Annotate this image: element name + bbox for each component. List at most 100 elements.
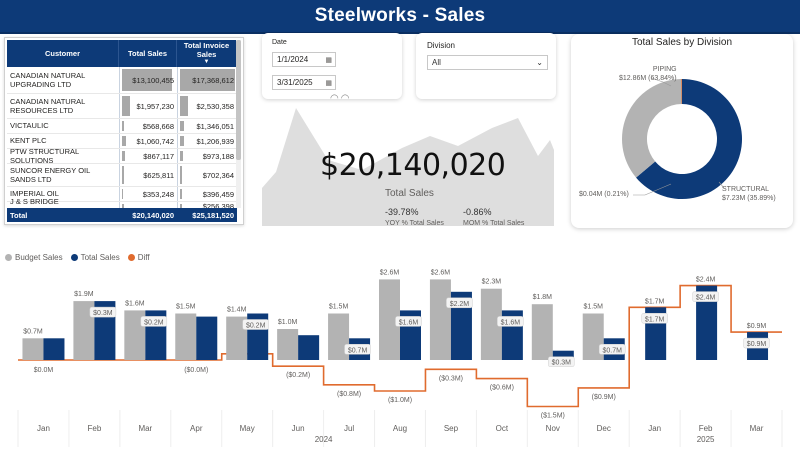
- date-range-slider-handles[interactable]: ◠◠: [330, 93, 352, 104]
- calendar-icon[interactable]: ▦: [325, 79, 332, 87]
- donut-leader-line: [633, 183, 672, 196]
- cell-total-sales: $867,117: [119, 149, 177, 163]
- x-tick-label: Feb: [88, 424, 102, 433]
- kpi-total-sales-value: $20,140,020: [320, 148, 506, 183]
- legend-item-total[interactable]: Total Sales: [70, 253, 120, 262]
- column-header-customer[interactable]: Customer: [7, 40, 119, 67]
- total-data-label: $1.7M: [645, 316, 665, 323]
- cell-total-invoice-sales-bar: [180, 189, 182, 199]
- calendar-icon[interactable]: ▦: [325, 56, 332, 64]
- total-data-label-box: [395, 316, 422, 327]
- cell-total-sales-bar: [122, 69, 172, 91]
- dashboard-title: Steelworks - Sales: [314, 5, 486, 26]
- total-data-label: $0.2M: [246, 323, 266, 330]
- total-data-label-box: [548, 356, 575, 367]
- legend-dot-budget: [5, 254, 12, 261]
- budget-bar[interactable]: [379, 279, 400, 360]
- total-data-label-box: [497, 316, 524, 327]
- donut-label-structural: STRUCTURAL $7.23M (35.89%): [722, 186, 776, 204]
- cell-customer: PTW STRUCTURAL SOLUTIONS: [10, 146, 79, 165]
- total-bar[interactable]: [552, 350, 574, 360]
- donut-slice-other[interactable]: [681, 79, 682, 105]
- budget-bar[interactable]: [531, 304, 553, 360]
- cell-total-sales-bar: [122, 189, 124, 199]
- cell-total-invoice-sales: $973,188: [177, 149, 237, 163]
- budget-bar[interactable]: [480, 288, 502, 360]
- cell-customer: CANADIAN NATURAL UPGRADING LTD: [10, 70, 86, 89]
- cell-total-invoice-sales: $17,368,612: [177, 67, 237, 93]
- x-tick-label: Jun: [292, 424, 305, 433]
- budget-bar[interactable]: [22, 338, 44, 360]
- donut-slice-piping[interactable]: [636, 79, 742, 199]
- diff-data-label: ($0.8M): [337, 391, 361, 398]
- column-header-total-invoice-sales[interactable]: Total Invoice Sales ▼: [177, 40, 237, 67]
- budget-data-label: $1.9M: [74, 291, 94, 298]
- table-scrollbar-thumb[interactable]: [236, 40, 241, 160]
- budget-bar[interactable]: [429, 279, 451, 360]
- table-row[interactable]: CANADIAN NATURAL RESOURCES LTD $1,957,230…: [7, 94, 237, 119]
- cell-total-sales: $13,100,455: [119, 67, 177, 93]
- total-label: Total: [10, 210, 28, 220]
- cell-total-invoice-sales: $396,459: [177, 187, 237, 201]
- legend-dot-total: [70, 254, 78, 261]
- total-bar[interactable]: [196, 316, 218, 360]
- date-filter-label: Date: [272, 39, 287, 46]
- legend-item-diff[interactable]: Diff: [127, 253, 150, 262]
- donut-slice-structural[interactable]: [622, 79, 682, 178]
- donut-leader-line: [718, 181, 725, 189]
- budget-bar[interactable]: [73, 301, 95, 360]
- table-row[interactable]: VICTAULIC $568,668 $1,346,051: [7, 119, 237, 134]
- legend-item-budget[interactable]: Budget Sales: [5, 253, 63, 262]
- table-scrollbar[interactable]: [236, 40, 241, 208]
- cell-total-invoice-sales-value: $17,368,612: [192, 75, 234, 85]
- total-bar[interactable]: [450, 291, 472, 360]
- customer-sales-table[interactable]: Customer Total Sales Total Invoice Sales…: [4, 37, 244, 225]
- division-dropdown[interactable]: All ⌄: [427, 55, 548, 70]
- budget-data-label: $2.6M: [380, 269, 400, 276]
- combo-chart-legend: Budget Sales Total Sales Diff: [5, 253, 150, 262]
- kpi-mom-value: -0.86%: [463, 207, 492, 217]
- donut-leader-line: [650, 77, 672, 87]
- cell-customer: KENT PLC: [10, 136, 47, 146]
- cell-total-invoice-sales: $1,206,939: [177, 134, 237, 148]
- diff-data-label: ($0.9M): [592, 394, 616, 401]
- diff-data-label: $0.0M: [34, 367, 54, 374]
- legend-dot-diff: [127, 254, 135, 261]
- total-data-label: $0.9M: [747, 341, 767, 348]
- total-bar[interactable]: [298, 335, 320, 360]
- donut-label-structural-name: STRUCTURAL: [722, 186, 770, 193]
- cell-total-sales: $625,811: [119, 164, 177, 186]
- table-row[interactable]: PTW STRUCTURAL SOLUTIONS $867,117 $973,188: [7, 146, 237, 165]
- diff-data-label: ($1.0M): [388, 397, 412, 404]
- cell-total-invoice-sales: $702,364: [177, 164, 237, 186]
- cell-total-invoice-sales-value: $973,188: [202, 151, 234, 161]
- cell-total-sales-value: $1,957,230: [136, 101, 174, 111]
- budget-bar[interactable]: [226, 316, 248, 360]
- diff-line[interactable]: [18, 284, 782, 408]
- division-selected-value: All: [432, 58, 441, 67]
- column-header-total-sales[interactable]: Total Sales: [119, 40, 177, 67]
- x-tick-label: Jan: [37, 424, 50, 433]
- table-row[interactable]: IMPERIAL OIL $353,248 $396,459: [7, 187, 237, 202]
- cell-customer: SUNCOR ENERGY OIL SANDS LTD: [10, 165, 91, 184]
- budget-data-label: $2.3M: [482, 279, 502, 286]
- budget-bar[interactable]: [175, 313, 197, 361]
- total-bar[interactable]: [696, 285, 718, 360]
- budget-bar[interactable]: [124, 310, 146, 360]
- budget-bar[interactable]: [328, 313, 350, 361]
- table-row[interactable]: CANADIAN NATURAL UPGRADING LTD $13,100,45…: [7, 67, 237, 94]
- diff-data-label: $1.7M: [645, 298, 665, 305]
- budget-bar[interactable]: [277, 329, 299, 360]
- cell-total-invoice-sales-value: $1,346,051: [196, 121, 234, 131]
- table-row[interactable]: SUNCOR ENERGY OIL SANDS LTD $625,811 $702,…: [7, 164, 237, 187]
- diff-data-label: $2.4M: [696, 277, 716, 284]
- budget-bar[interactable]: [582, 313, 604, 361]
- start-date-input[interactable]: 1/1/2024 ▦: [272, 52, 336, 67]
- donut-label-piping-name: PIPING: [652, 66, 677, 73]
- end-date-input[interactable]: 3/31/2025 ▦: [272, 75, 336, 90]
- table-row[interactable]: KENT PLC $1,060,742 $1,206,939: [7, 134, 237, 149]
- donut-chart[interactable]: [571, 34, 793, 228]
- total-bar[interactable]: [43, 338, 65, 360]
- monthly-sales-combo-chart[interactable]: $0.7M $0.0M Jan $1.9M $0.3M Feb $1.6M $0.2M Mar $…: [0, 262, 800, 452]
- division-donut-card[interactable]: Total Sales by Division PIPING $12.86M (…: [571, 34, 793, 228]
